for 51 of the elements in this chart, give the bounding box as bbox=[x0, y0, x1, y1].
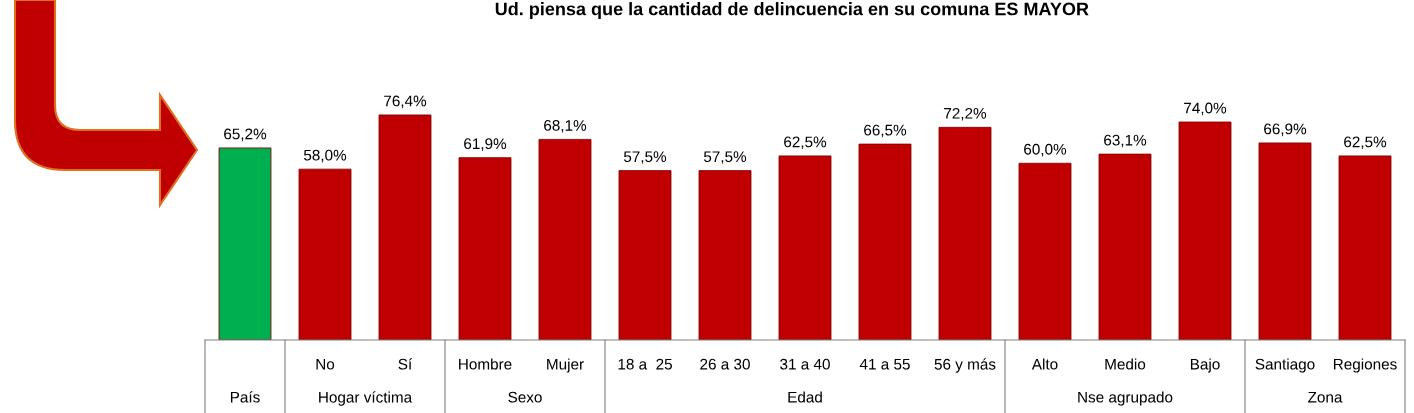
bar bbox=[938, 126, 992, 340]
text: País bbox=[230, 391, 260, 403]
bar bbox=[1098, 153, 1152, 340]
x-tick-label: 26 a 30 bbox=[700, 358, 750, 370]
data-label: 61,9% bbox=[464, 138, 507, 151]
bar bbox=[458, 157, 512, 340]
x-tick-label: Hombre bbox=[459, 358, 512, 370]
data-label: 72,2% bbox=[944, 107, 987, 121]
text: Zona bbox=[1308, 391, 1343, 403]
x-tick-label: Alto bbox=[1031, 358, 1058, 370]
bar bbox=[538, 138, 592, 340]
data-label: 68,1% bbox=[544, 120, 587, 133]
data-label: 57,5% bbox=[623, 151, 667, 164]
data-label: 74,0% bbox=[1184, 102, 1227, 116]
data-label: 58,0% bbox=[303, 149, 347, 163]
text: Hogar víctima bbox=[319, 391, 413, 406]
data-label: 60,0% bbox=[1024, 143, 1067, 157]
bar bbox=[698, 170, 752, 340]
data-label: 66,5% bbox=[864, 124, 907, 138]
data-label: 62,5% bbox=[1344, 136, 1387, 150]
data-label: 57,5% bbox=[703, 151, 747, 164]
data-label: 63,1% bbox=[1104, 134, 1147, 148]
text: Edad bbox=[788, 391, 822, 403]
x-tick-label: 41 a 55 bbox=[859, 358, 910, 370]
data-label: 66,9% bbox=[1264, 123, 1307, 137]
bar bbox=[858, 143, 912, 340]
bar bbox=[1018, 162, 1072, 340]
bar bbox=[298, 168, 352, 340]
bar bbox=[218, 147, 272, 340]
x-tick-label: Bajo bbox=[1190, 358, 1220, 373]
bar bbox=[618, 170, 672, 340]
bar bbox=[1258, 142, 1312, 340]
x-tick-label: Regiones bbox=[1333, 358, 1397, 373]
x-tick-label: Sí bbox=[398, 358, 413, 370]
x-tick-label: Mujer bbox=[547, 358, 584, 373]
x-tick-label: Medio bbox=[1105, 358, 1146, 370]
bar bbox=[378, 114, 432, 340]
data-label: 76,4% bbox=[384, 95, 427, 109]
bar bbox=[1178, 121, 1232, 340]
data-label: 62,5% bbox=[784, 136, 827, 150]
text: Nse agrupado bbox=[1078, 391, 1173, 406]
x-tick-label: 31 a 40 bbox=[780, 358, 830, 370]
x-tick-label: 18 a 25 bbox=[618, 358, 672, 370]
x-tick-label: No bbox=[316, 358, 335, 370]
chart-title: Ud. piensa que la cantidad de delincuencia en su comuna ES MAYOR bbox=[495, 2, 1089, 19]
x-tick-label: Santiago bbox=[1255, 358, 1315, 373]
data-label: 65,2% bbox=[224, 128, 267, 142]
text: Sexo bbox=[508, 391, 542, 403]
x-tick-label: 56 y más bbox=[934, 358, 996, 373]
bar bbox=[778, 155, 832, 340]
bar bbox=[1338, 155, 1392, 340]
